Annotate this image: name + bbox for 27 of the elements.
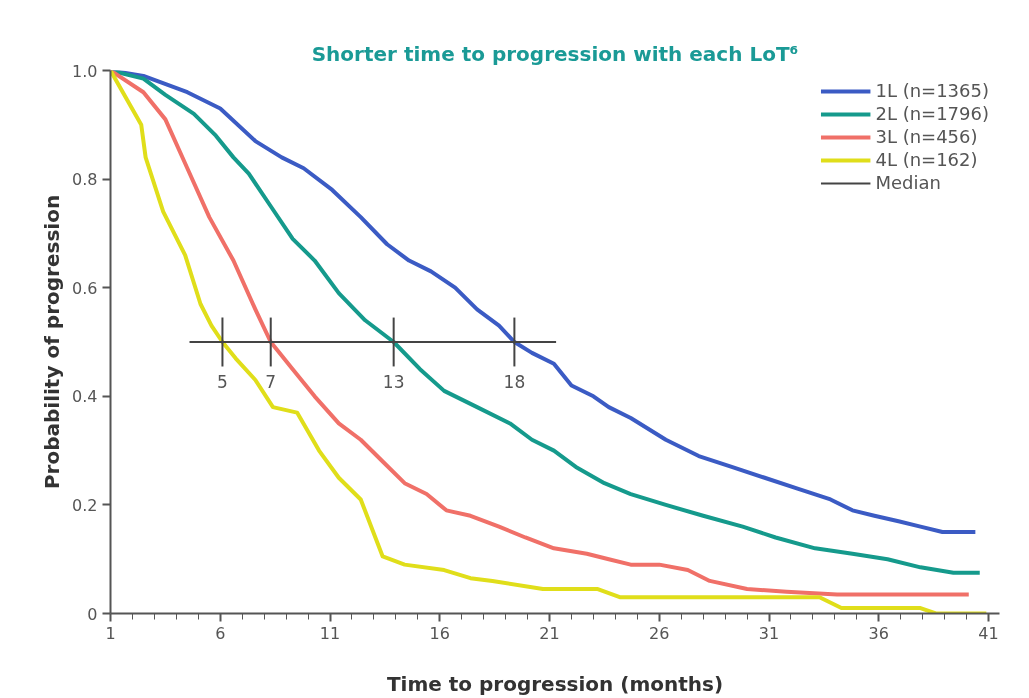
legend-label: 1L (n=1365)	[875, 80, 989, 101]
x-tick-label: 26	[649, 623, 670, 643]
x-tick-label: 36	[868, 623, 889, 643]
y-tick-label: 0.6	[72, 278, 98, 298]
x-tick-label: 21	[539, 623, 560, 643]
x-axis-title: Time to progression (months)	[386, 671, 724, 696]
x-tick-label: 41	[978, 623, 999, 643]
annotation: 5	[217, 371, 228, 392]
y-tick-label: 0.8	[72, 170, 98, 190]
y-tick-label: 0.4	[72, 387, 98, 407]
legend-label: 4L (n=162)	[875, 149, 978, 170]
annotation: 7	[265, 371, 277, 392]
legend-label: Median	[875, 172, 941, 193]
annotation: 13	[382, 371, 405, 392]
legend-label: 3L (n=456)	[875, 126, 978, 147]
y-tick-label: 1.0	[72, 61, 98, 81]
x-tick-label: 16	[429, 623, 450, 643]
y-tick-label: 0.2	[72, 495, 98, 515]
y-axis-title: Probability of progression	[40, 194, 65, 490]
legend-label: 2L (n=1796)	[875, 103, 989, 124]
annotation: 18	[503, 371, 526, 392]
chart-title: Shorter time to progression with each LoT⁶	[311, 41, 799, 66]
x-tick-label: 31	[758, 623, 780, 643]
y-tick-label: 0	[87, 604, 98, 624]
x-tick-label: 11	[319, 623, 341, 643]
x-tick-label: 1	[105, 623, 116, 643]
x-tick-label: 6	[215, 623, 226, 643]
